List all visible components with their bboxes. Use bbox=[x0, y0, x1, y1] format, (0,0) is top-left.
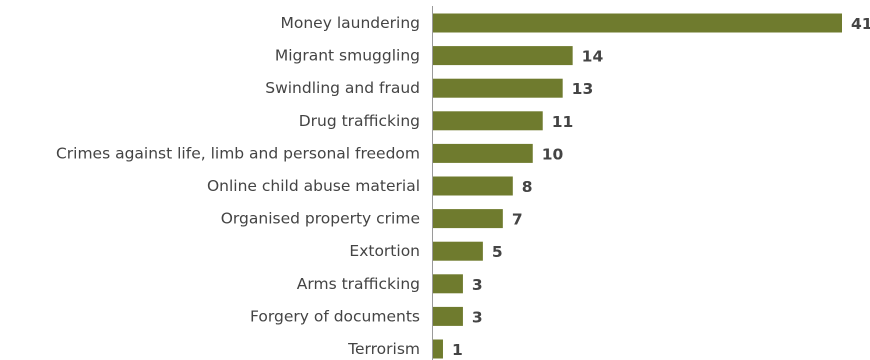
category-label: Swindling and fraud bbox=[265, 79, 420, 97]
category-label: Online child abuse material bbox=[207, 177, 420, 195]
category-label: Forgery of documents bbox=[250, 307, 420, 325]
bar bbox=[433, 274, 463, 294]
bar bbox=[433, 241, 483, 261]
bars bbox=[433, 13, 842, 359]
category-label: Drug trafficking bbox=[299, 112, 420, 130]
category-label: Migrant smuggling bbox=[275, 47, 420, 65]
bar bbox=[433, 46, 573, 66]
value-label: 3 bbox=[472, 308, 483, 326]
category-label: Money laundering bbox=[281, 14, 421, 32]
value-label: 10 bbox=[542, 145, 564, 163]
bar bbox=[433, 78, 563, 98]
bar bbox=[433, 339, 443, 359]
value-label: 5 bbox=[492, 243, 503, 261]
category-label: Arms trafficking bbox=[297, 275, 420, 293]
value-label: 41 bbox=[851, 15, 870, 33]
value-label: 8 bbox=[522, 178, 533, 196]
bar bbox=[433, 306, 463, 326]
bar bbox=[433, 111, 543, 131]
value-label: 11 bbox=[552, 113, 574, 131]
category-label: Organised property crime bbox=[221, 210, 420, 228]
value-label: 13 bbox=[572, 80, 594, 98]
category-label: Crimes against life, limb and personal f… bbox=[56, 144, 420, 162]
category-label: Terrorism bbox=[347, 340, 420, 358]
value-label: 14 bbox=[582, 48, 604, 66]
bar bbox=[433, 176, 513, 196]
bar bbox=[433, 13, 842, 33]
bar bbox=[433, 209, 503, 229]
value-label: 1 bbox=[452, 341, 463, 359]
category-label: Extortion bbox=[349, 242, 420, 260]
value-label: 7 bbox=[512, 211, 523, 229]
value-label: 3 bbox=[472, 276, 483, 294]
category-labels: Money laundering Migrant smuggling Swindli… bbox=[56, 14, 420, 358]
bar bbox=[433, 143, 533, 163]
